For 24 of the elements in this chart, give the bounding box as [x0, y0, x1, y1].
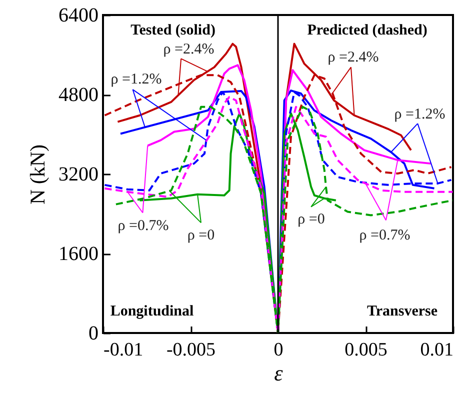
annotation: Transverse: [366, 304, 438, 320]
y-tick-label: 6400: [58, 4, 98, 26]
annotation: Longitudinal: [110, 304, 194, 320]
y-axis-title: N (kN): [26, 144, 50, 205]
x-axis-title: ε: [274, 360, 284, 386]
y-tick-label: 0: [88, 322, 98, 344]
annotation: ρ =0: [187, 227, 215, 244]
x-tick-label: -0.005: [166, 340, 216, 360]
x-tick-label: 0.005: [344, 340, 388, 360]
annotation: Tested (solid): [130, 22, 216, 38]
x-tick-label: 0.01: [420, 340, 454, 360]
y-tick-label: 1600: [58, 243, 98, 265]
annotation: ρ =1.2%: [110, 72, 162, 88]
x-tick-label: 0: [274, 340, 284, 360]
annotation: ρ =0: [298, 212, 325, 228]
y-tick-label: 3200: [58, 164, 98, 186]
x-tick-label: -0.01: [104, 340, 144, 360]
annotation: ρ =2.4%: [163, 41, 214, 58]
annotation: ρ =2.4%: [328, 49, 379, 66]
annotation: Predicted (dashed): [307, 22, 428, 38]
annotation: ρ =1.2%: [394, 106, 446, 123]
y-tick-label: 4800: [58, 84, 98, 106]
annotation: ρ =0.7%: [359, 227, 410, 244]
annotation: ρ =0.7%: [118, 218, 169, 234]
